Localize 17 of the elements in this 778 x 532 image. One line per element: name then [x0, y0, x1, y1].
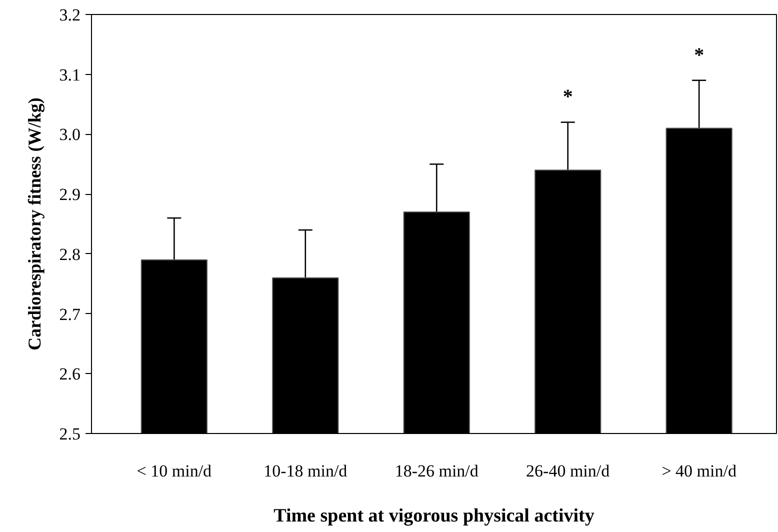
x-axis-title: Time spent at vigorous physical activity — [274, 506, 595, 526]
y-tick-label: 3.0 — [59, 125, 80, 144]
y-axis-title: Cardiorespiratory fitness (W/kg) — [24, 98, 44, 350]
y-tick-label: 3.2 — [59, 6, 80, 24]
annotation: * — [694, 44, 704, 66]
x-tick-label: 26-40 min/d — [526, 462, 610, 480]
y-tick-label: 2.8 — [59, 244, 80, 264]
x-tick-label: > 40 min/d — [662, 462, 737, 480]
annotation: * — [562, 86, 573, 108]
y-tick-label: 2.7 — [59, 304, 81, 324]
x-tick-label: 18-26 min/d — [394, 462, 479, 480]
y-tick-label: 2.5 — [59, 424, 80, 444]
x-tick-label: 10-18 min/d — [264, 462, 348, 480]
x-tick-label: < 10 min/d — [136, 462, 212, 480]
y-tick-label: 3.1 — [59, 65, 80, 84]
y-tick-label: 2.9 — [59, 185, 80, 204]
y-tick-label: 2.6 — [59, 364, 80, 384]
